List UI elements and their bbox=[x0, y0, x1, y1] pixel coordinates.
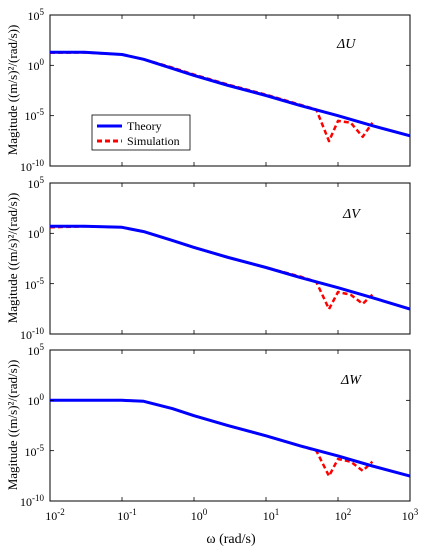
y-tick-label: 105 bbox=[28, 7, 45, 23]
legend-simulation-label: Simulation bbox=[127, 134, 180, 148]
legend: Theory Simulation bbox=[91, 114, 191, 151]
panel-delta-w: 105 100 10-5 10-10 ΔW 10-2 10-1 100 101 … bbox=[20, 342, 419, 547]
panel-annotation: ΔW bbox=[340, 373, 362, 388]
x-tick-label: 100 bbox=[191, 507, 208, 523]
theory-series-line bbox=[50, 224, 411, 311]
y-tick-label: 105 bbox=[28, 342, 45, 358]
y-axis-label: Magitude ((m/s)²/(rad/s)) bbox=[5, 193, 20, 324]
y-tick-label: 100 bbox=[28, 57, 45, 73]
y-tick-label: 10-10 bbox=[20, 326, 44, 342]
y-axis-label: Magitude ((m/s)²/(rad/s)) bbox=[5, 360, 20, 491]
y-tick-label: 105 bbox=[28, 175, 45, 191]
panel-annotation: ΔU bbox=[336, 37, 356, 52]
legend-theory-label: Theory bbox=[127, 119, 162, 133]
x-tick-label: 102 bbox=[335, 507, 352, 523]
panel-delta-v: 105 100 10-5 10-10 ΔV bbox=[20, 175, 411, 342]
panel-delta-u: 105 100 10-5 10-10 ΔU Theory Simulation bbox=[20, 7, 411, 174]
y-tick-label: 10-5 bbox=[25, 276, 45, 292]
y-tick-label: 10-10 bbox=[20, 493, 44, 509]
legend-box bbox=[91, 114, 191, 151]
simulation-series-line bbox=[49, 225, 374, 311]
y-tick-label: 100 bbox=[28, 392, 45, 408]
panel-annotation: ΔV bbox=[342, 207, 361, 222]
theory-series-line bbox=[50, 398, 411, 478]
x-tick-label: 10-1 bbox=[117, 507, 137, 523]
y-axis-label: Magitude ((m/s)²/(rad/s)) bbox=[5, 25, 20, 156]
y-tick-label: 100 bbox=[28, 225, 45, 241]
x-axis-label: ω (rad/s) bbox=[206, 532, 256, 547]
simulation-series-line bbox=[49, 51, 374, 143]
theory-series-line bbox=[50, 50, 411, 138]
y-tick-label: 10-5 bbox=[25, 443, 45, 459]
y-tick-label: 10-10 bbox=[20, 158, 44, 174]
x-tick-label: 103 bbox=[402, 507, 419, 523]
x-tick-label: 10-2 bbox=[45, 507, 65, 523]
y-tick-label: 10-5 bbox=[25, 107, 45, 123]
x-tick-label: 101 bbox=[263, 507, 280, 523]
